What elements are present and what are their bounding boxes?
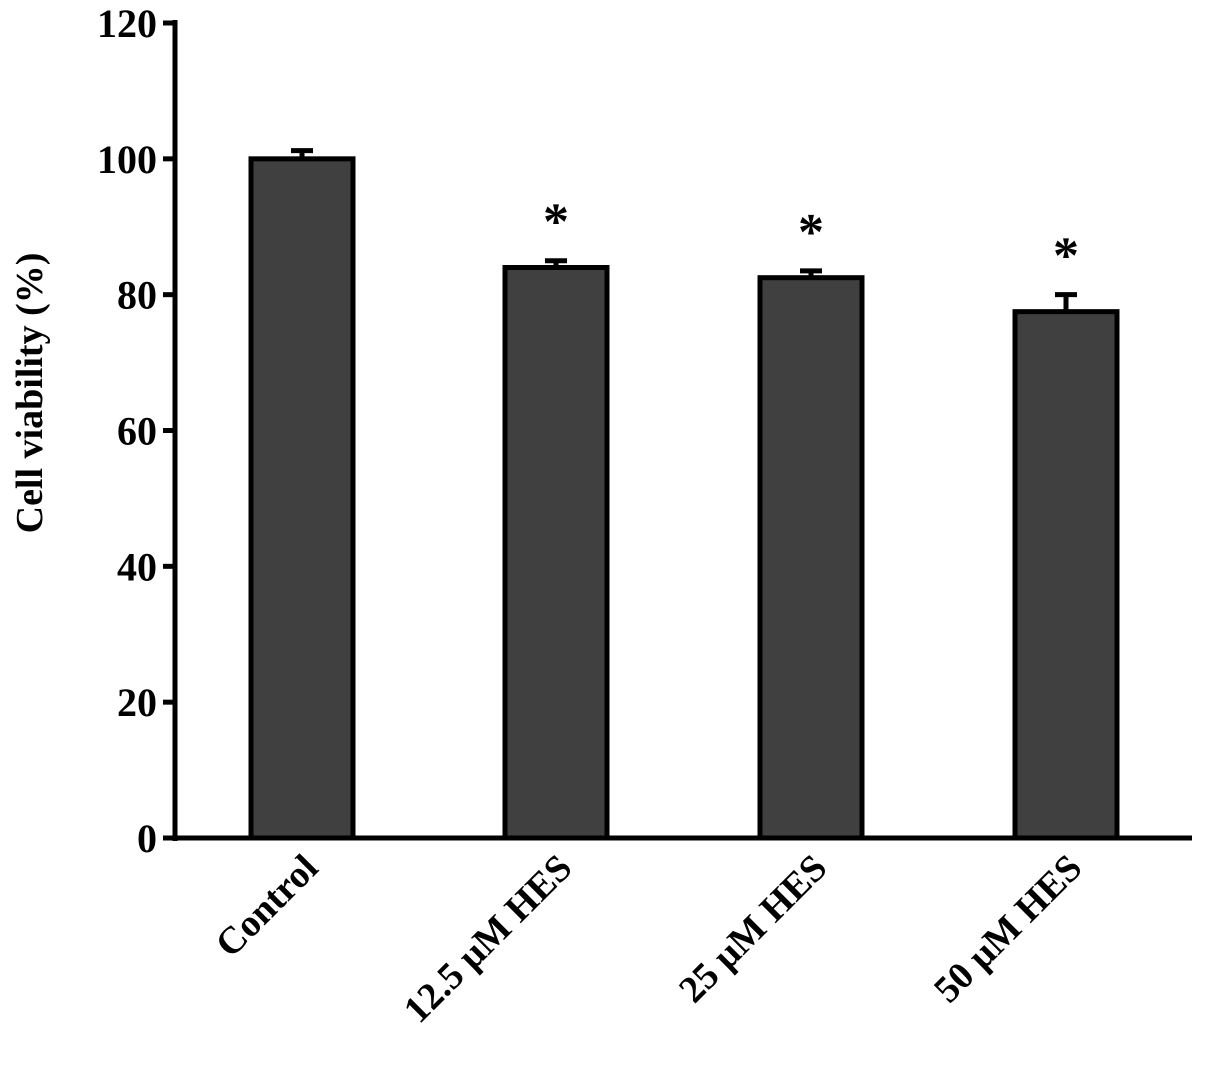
y-axis-label: Cell viability (%) xyxy=(9,253,51,534)
significance-marker: * xyxy=(543,194,569,251)
y-tick-label: 40 xyxy=(117,544,157,589)
x-tick-label: 25 μM HES xyxy=(671,847,835,1011)
y-tick-label: 20 xyxy=(117,680,157,725)
y-tick-label: 60 xyxy=(117,409,157,454)
y-tick-label: 0 xyxy=(137,816,157,861)
bars xyxy=(248,148,1120,841)
significance-marker: * xyxy=(798,204,824,261)
bar xyxy=(1012,309,1120,841)
bar xyxy=(248,156,356,841)
bar xyxy=(502,265,610,841)
y-tick-label: 100 xyxy=(97,137,157,182)
y-tick-label: 120 xyxy=(97,1,157,46)
x-tick-label: 50 μM HES xyxy=(926,847,1090,1011)
significance-marker: * xyxy=(1053,228,1079,285)
bar xyxy=(757,275,865,841)
x-tick-label: Control xyxy=(208,847,327,966)
y-tick-label: 80 xyxy=(117,273,157,318)
x-tick-label: 12.5 μM HES xyxy=(396,847,581,1032)
